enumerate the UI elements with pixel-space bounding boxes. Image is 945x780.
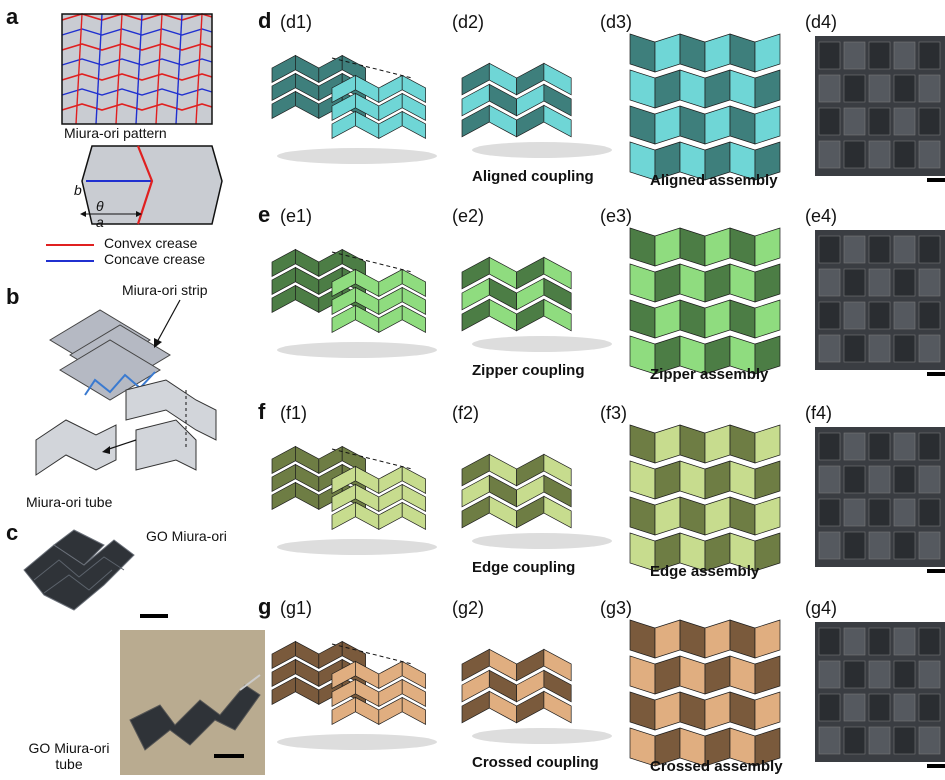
illustration-d2 [461,62,612,158]
go-tube-photo [120,630,265,775]
sub-label-d1: (d1) [280,12,313,32]
sub-label-g4: (g4) [805,598,838,618]
coupling-caption-e: Zipper coupling [472,362,585,379]
scale-bar-g4 [927,764,945,768]
dim-b: b [74,182,82,198]
sub-label-f4: (f4) [805,403,832,423]
sub-label-d2: (d2) [452,12,485,32]
sub-label-g1: (g1) [280,598,313,618]
panel-label-e: e [258,202,271,227]
go-sheet-label: GO Miura-ori [146,528,227,544]
panel-label-d: d [258,8,272,33]
illustration-e1 [271,248,437,358]
illustration-f1 [271,445,437,555]
dim-theta: θ [96,198,104,214]
dim-arrow [80,211,142,217]
illustration-e3 [629,227,781,375]
assembly-caption-g: Crossed assembly [650,758,783,775]
coupling-caption-g: Crossed coupling [472,754,599,771]
scale-bar-e4 [927,372,945,376]
concave-legend-text: Concave crease [104,251,206,267]
illustration-d3 [629,33,781,181]
sub-label-f2: (f2) [452,403,479,423]
scale-bar-d4 [927,178,945,182]
miura-ori-pattern [61,13,213,125]
panel-label-f: f [258,399,266,424]
miura-tube-illustration [35,379,217,476]
convex-legend-line [46,244,94,246]
sub-label-d3: (d3) [600,12,633,32]
photo-e4 [815,230,945,370]
sub-label-g3: (g3) [600,598,633,618]
illustration-e2 [461,256,612,352]
panel-label-g: g [258,594,272,619]
illustration-g2 [461,648,612,744]
photo-d4 [815,36,945,176]
sub-label-f1: (f1) [280,403,307,423]
sub-label-e1: (e1) [280,206,313,226]
photo-g4 [815,622,945,762]
row-f: f (f1) (f2) (f3) (f4) Edge coupling Edge assem… [0,395,945,585]
dim-a: a [96,214,104,230]
coupling-caption-d: Aligned coupling [472,168,594,185]
sub-label-f3: (f3) [600,403,627,423]
illustration-g3 [629,619,781,767]
pattern-caption: Miura-ori pattern [64,125,167,141]
coupling-caption-f: Edge coupling [472,559,576,576]
assembly-caption-f: Edge assembly [650,563,760,580]
sub-label-g2: (g2) [452,598,485,618]
strip-label: Miura-ori strip [122,282,208,298]
sub-label-e4: (e4) [805,206,838,226]
row-d: d (d1) (d2) (d3) (d4) Aligned coupling Aligned… [0,4,945,194]
scale-bar-f4 [927,569,945,573]
illustration-d1 [271,54,437,164]
go-miura-sheet-photo [23,529,135,611]
go-tube-label: GO Miura-ori tube [28,740,110,772]
scale-bar-c1 [140,614,168,618]
panel-label-c: c [6,520,19,545]
assembly-caption-e: Zipper assembly [650,366,769,383]
sub-label-e2: (e2) [452,206,485,226]
miura-unit-cell [81,145,223,225]
illustration-g1 [271,640,437,750]
sub-label-e3: (e3) [600,206,633,226]
concave-legend-line [46,260,94,262]
tube-label: Miura-ori tube [26,494,113,510]
panel-label-a: a [6,4,19,29]
row-g: g (g1) (g2) (g3) (g4) Crossed coupling Crossed… [0,590,945,780]
strip-arrow [154,299,181,348]
miura-strip-illustration [49,309,171,401]
scale-bar-c2 [214,754,244,758]
sub-label-d4: (d4) [805,12,838,32]
panel-label-b: b [6,284,20,309]
row-e: e (e1) (e2) (e3) (e4) Zipper coupling Zipper a… [0,198,945,388]
assembly-caption-d: Aligned assembly [650,172,778,189]
illustration-f3 [629,424,781,572]
convex-legend-text: Convex crease [104,235,198,251]
photo-f4 [815,427,945,567]
illustration-f2 [461,453,612,549]
